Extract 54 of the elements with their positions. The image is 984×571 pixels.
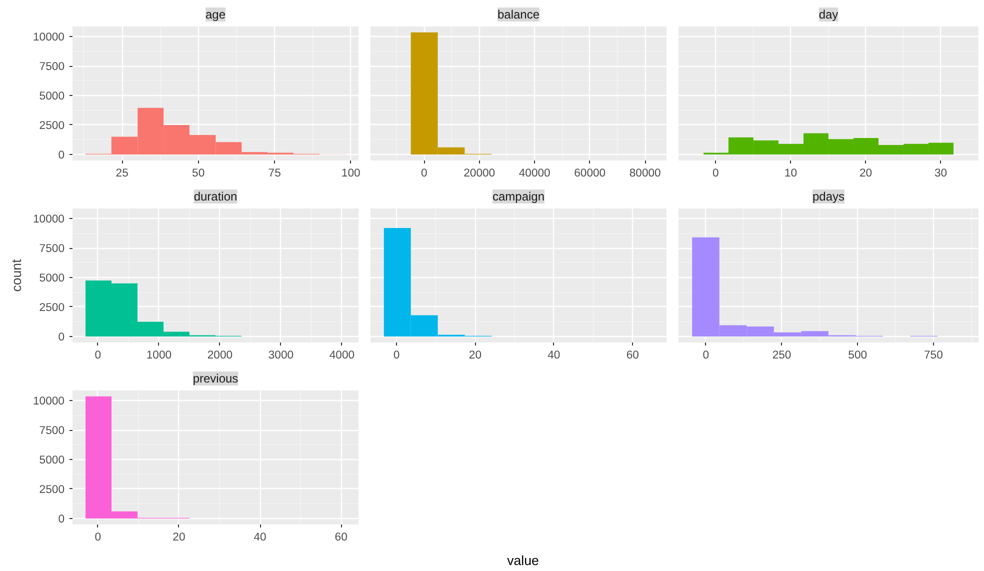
y-tick-label: 10000	[33, 396, 65, 408]
x-tick-label: 1000	[146, 350, 172, 362]
x-tick-label: 30	[934, 168, 948, 180]
chart-title: previous	[192, 372, 238, 386]
x-tick-label: 40000	[518, 168, 550, 180]
y-tick-label: 2500	[39, 484, 64, 496]
x-tick-label: 20	[468, 350, 482, 362]
x-tick-label: 75	[268, 168, 281, 180]
x-tick-label: 0	[94, 532, 102, 544]
x-tick-label: 60000	[574, 168, 606, 180]
y-tick-label: 2500	[39, 120, 64, 132]
x-tick-label: 20	[859, 168, 872, 180]
chart-title: campaign	[492, 190, 545, 204]
x-tick-label: 80000	[629, 168, 661, 180]
y-tick-label: 0	[58, 513, 65, 526]
y-tick-label: 0	[58, 149, 65, 162]
y-tick-label: 2500	[39, 302, 64, 314]
x-tick-label: 4000	[329, 350, 355, 362]
x-tick-label: 10	[784, 168, 798, 180]
x-tick-label: 3000	[268, 350, 294, 362]
chart-title: balance	[497, 8, 540, 22]
y-tick-label: 10000	[33, 32, 65, 44]
y-tick-label: 7500	[39, 243, 64, 256]
y-tick-label: 7500	[39, 425, 64, 438]
x-tick-label: 20	[172, 532, 186, 544]
x-tick-label: 100	[341, 168, 360, 180]
chart-title: day	[818, 8, 838, 22]
x-tick-label: 20000	[464, 168, 496, 180]
y-tick-label: 5000	[39, 90, 64, 103]
x-axis-title: value	[507, 552, 539, 570]
x-tick-label: 750	[924, 350, 943, 362]
chart-title: pdays	[812, 190, 845, 204]
x-tick-label: 60	[626, 350, 639, 362]
x-tick-label: 25	[116, 168, 128, 180]
x-tick-label: 50	[192, 168, 205, 180]
y-axis-title: count	[9, 258, 24, 292]
chart-title: duration	[194, 190, 238, 204]
y-tick-label: 10000	[33, 214, 65, 226]
y-tick-label: 0	[58, 331, 65, 344]
x-tick-label: 0	[712, 168, 719, 180]
chart-title: age	[205, 8, 226, 22]
y-tick-label: 5000	[39, 272, 64, 285]
x-tick-label: 40	[548, 350, 560, 362]
y-tick-label: 7500	[39, 61, 64, 74]
x-tick-label: 500	[848, 350, 868, 362]
y-tick-label: 5000	[39, 454, 64, 467]
x-tick-label: 0	[393, 350, 400, 362]
x-tick-label: 40	[254, 532, 266, 544]
x-tick-label: 2000	[207, 350, 233, 362]
x-tick-label: 250	[772, 350, 792, 362]
x-tick-label: 0	[94, 350, 102, 362]
x-tick-label: 0	[420, 168, 428, 180]
x-tick-label: 60	[334, 532, 348, 544]
x-tick-label: 0	[702, 350, 710, 362]
